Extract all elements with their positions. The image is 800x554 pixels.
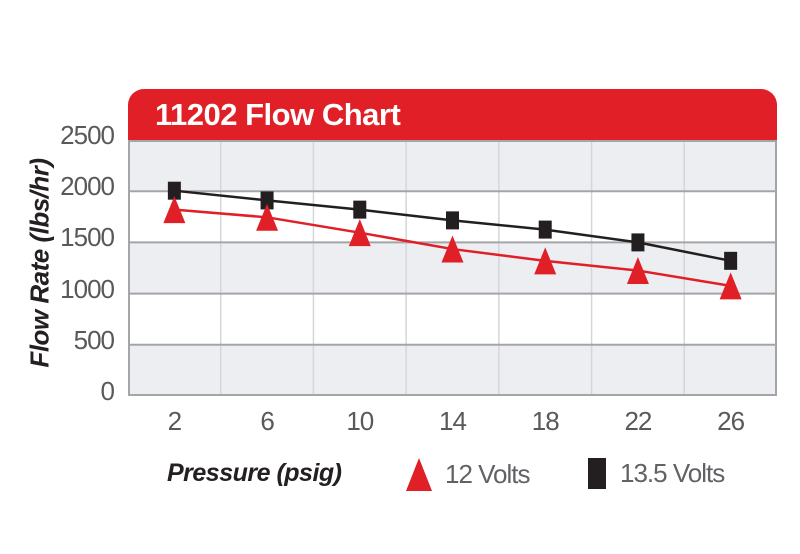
data-point-12-volts (348, 219, 371, 247)
plot-border (128, 140, 777, 396)
y-tick-label: 500 (73, 324, 115, 355)
x-tick-label: 10 (346, 406, 374, 436)
legend-label-13-5-volts: 13.5 Volts (620, 458, 725, 488)
x-tick-label: 6 (260, 406, 274, 436)
x-tick-label: 26 (717, 406, 745, 436)
data-point-12-volts (441, 235, 464, 263)
data-point-13-5-volts (167, 181, 181, 200)
data-point-12-volts (719, 272, 742, 300)
legend-item-13-5-volts: 13.5 Volts (588, 458, 725, 489)
square-marker-icon (588, 458, 606, 489)
data-point-13-5-volts (538, 220, 552, 239)
x-tick-label: 2 (167, 406, 182, 436)
y-tick-label: 0 (100, 376, 115, 406)
data-point-13-5-volts (353, 200, 367, 219)
y-axis-title: Flow Rate (lbs/hr) (24, 158, 55, 368)
data-point-12-volts (256, 203, 279, 231)
x-tick-label: 22 (624, 406, 652, 436)
plot-band (128, 344, 777, 396)
y-tick-label: 2000 (60, 171, 115, 202)
data-point-13-5-volts (724, 251, 738, 270)
data-point-13-5-volts (631, 233, 645, 252)
plot-band (128, 140, 777, 192)
y-tick-label: 2500 (60, 120, 115, 150)
data-point-12-volts (626, 257, 649, 285)
chart-title: 11202 Flow Chart (155, 96, 401, 132)
x-axis-title: Pressure (psig) (167, 459, 342, 487)
x-tick-label: 18 (531, 406, 560, 436)
data-point-12-volts (534, 247, 557, 275)
plot-area (128, 140, 777, 396)
chart-header: 11202 Flow Chart (128, 89, 777, 140)
x-tick-label: 14 (439, 406, 467, 436)
data-point-13-5-volts (446, 211, 459, 230)
plot-band (128, 293, 777, 345)
y-tick-label: 1500 (60, 222, 115, 253)
data-point-13-5-volts (260, 191, 274, 210)
legend-item-12-volts: 12 Volts (406, 458, 531, 491)
legend-label-12-volts: 12 Volts (445, 459, 531, 489)
y-tick-label: 1000 (60, 273, 115, 304)
data-point-12-volts (163, 196, 186, 224)
triangle-marker-icon (406, 458, 432, 491)
